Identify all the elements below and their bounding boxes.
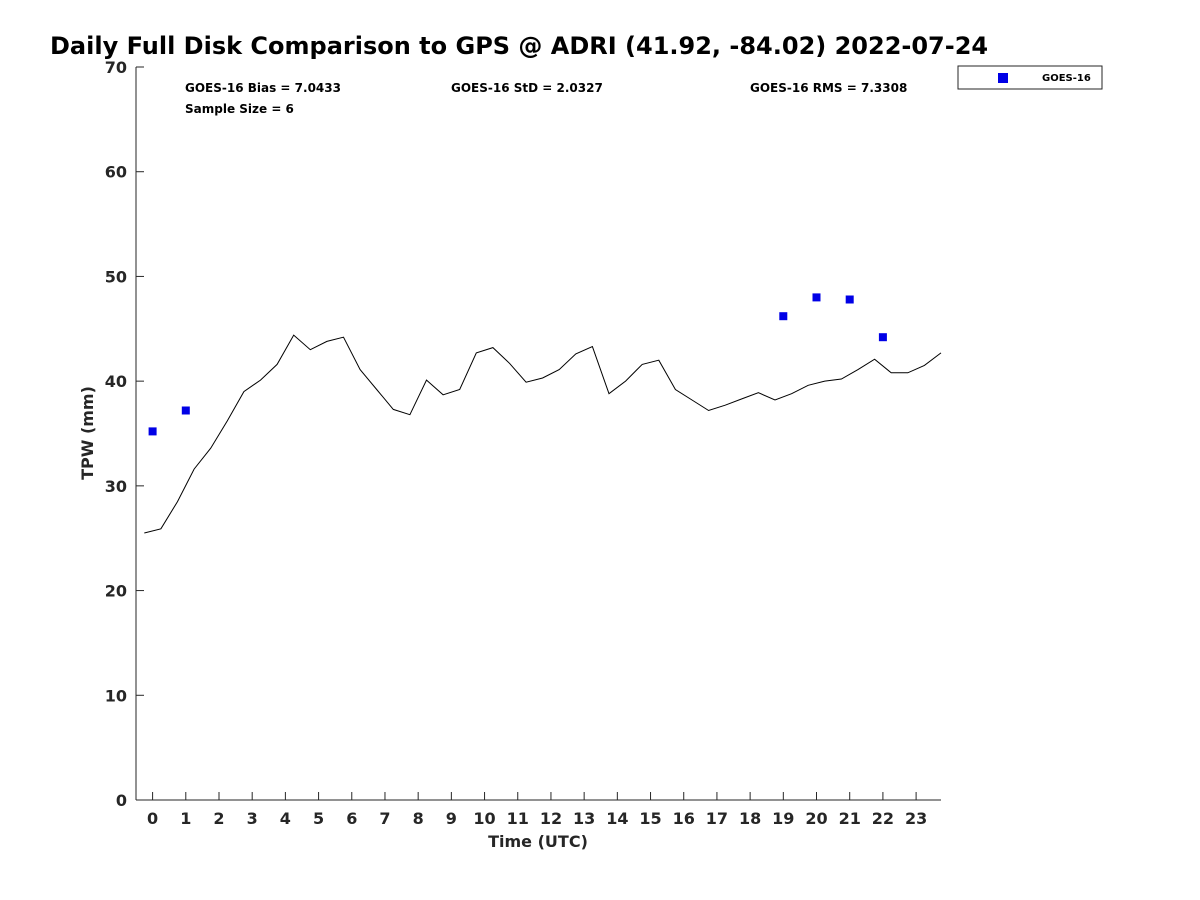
- y-tick-label: 70: [105, 58, 127, 77]
- y-tick-label: 40: [105, 372, 127, 391]
- y-axis-label: TPW (mm): [78, 386, 97, 480]
- y-tick-label: 60: [105, 163, 127, 182]
- x-tick-label: 2: [213, 809, 224, 828]
- legend: GOES-16: [957, 65, 1103, 90]
- rms-stat: GOES-16 RMS = 7.3308: [750, 81, 907, 95]
- x-tick-label: 19: [772, 809, 794, 828]
- y-tick-label: 0: [116, 791, 127, 810]
- goes16-point: [779, 312, 788, 321]
- legend-box: [957, 65, 1103, 90]
- series-points: [148, 293, 887, 436]
- y-ticks: 0 10 20 30 40 50 60 70: [105, 58, 144, 810]
- x-tick-label: 3: [247, 809, 258, 828]
- x-tick-label: 5: [313, 809, 324, 828]
- x-tick-label: 6: [346, 809, 357, 828]
- x-tick-label: 15: [639, 809, 661, 828]
- axes: [135, 67, 941, 801]
- goes16-point: [845, 295, 854, 304]
- x-tick-label: 12: [540, 809, 562, 828]
- x-tick-label: 21: [839, 809, 861, 828]
- x-tick-label: 22: [872, 809, 894, 828]
- x-tick-label: 17: [706, 809, 728, 828]
- legend-label-goes16: GOES-16: [1042, 73, 1091, 84]
- x-tick-label: 20: [805, 809, 827, 828]
- y-tick-label: 30: [105, 477, 127, 496]
- bias-stat: GOES-16 Bias = 7.0433: [185, 81, 341, 95]
- std-stat: GOES-16 StD = 2.0327: [451, 81, 603, 95]
- x-tick-label: 9: [446, 809, 457, 828]
- x-axis-label: Time (UTC): [488, 832, 588, 851]
- x-tick-label: 7: [379, 809, 390, 828]
- y-tick-label: 10: [105, 686, 127, 705]
- legend-marker-goes16: [998, 73, 1008, 83]
- chart-title: Daily Full Disk Comparison to GPS @ ADRI…: [50, 32, 988, 60]
- x-tick-label: 4: [280, 809, 291, 828]
- x-tick-label: 14: [606, 809, 628, 828]
- x-ticks: 0 1 2 3 4 5 6 7 8 9 10 11 12 13 14 15 16 17 18 19 20 21 22 23: [147, 792, 927, 828]
- goes16-point: [148, 427, 157, 436]
- x-tick-label: 0: [147, 809, 158, 828]
- goes16-point: [812, 293, 821, 302]
- x-tick-label: 8: [413, 809, 424, 828]
- x-tick-label: 16: [673, 809, 695, 828]
- x-tick-label: 11: [507, 809, 529, 828]
- x-tick-label: 18: [739, 809, 761, 828]
- y-tick-label: 50: [105, 267, 127, 286]
- x-tick-label: 23: [905, 809, 927, 828]
- series-lines: [144, 334, 942, 534]
- gps-tpw-line: [144, 334, 942, 534]
- goes16-point: [181, 406, 190, 415]
- sample-size-stat: Sample Size = 6: [185, 102, 294, 116]
- x-tick-label: 1: [180, 809, 191, 828]
- x-tick-label: 13: [573, 809, 595, 828]
- y-tick-label: 20: [105, 582, 127, 601]
- x-tick-label: 10: [473, 809, 495, 828]
- goes16-point: [878, 333, 887, 342]
